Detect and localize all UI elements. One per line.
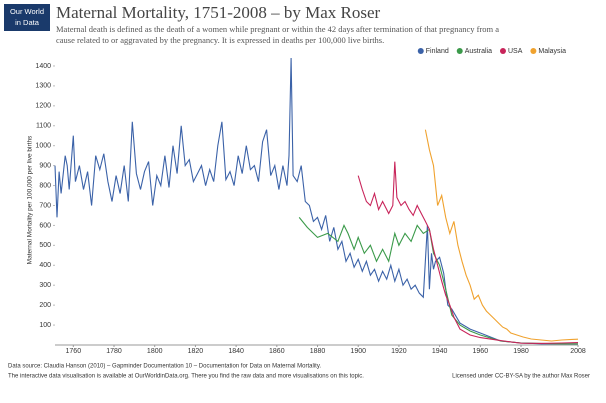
source: Data source: Claudia Hanson (2010) – Gap… <box>8 364 321 370</box>
x-tick-label: 1920 <box>391 348 407 355</box>
legend-swatch <box>456 48 463 54</box>
x-tick-label: 1780 <box>106 348 122 355</box>
y-tick-label: 1300 <box>35 83 51 90</box>
subtitle: Maternal death is defined as the death o… <box>56 24 499 34</box>
legend-swatch <box>499 48 506 54</box>
y-tick-label: 400 <box>39 262 51 269</box>
y-tick-label: 1200 <box>35 103 51 110</box>
x-tick-label: 1800 <box>147 348 163 355</box>
x-tick-label: 1960 <box>473 348 489 355</box>
x-tick-label: 1820 <box>188 348 204 355</box>
y-tick-label: 200 <box>39 302 51 309</box>
legend-swatch <box>530 48 537 54</box>
x-tick-label: 1840 <box>228 348 244 355</box>
y-tick-label: 1400 <box>35 63 51 70</box>
y-tick-label: 900 <box>39 162 51 169</box>
legend-label: USA <box>508 48 523 55</box>
y-axis-label: Maternal Mortality per 100,000 per live … <box>27 135 34 264</box>
series-line <box>357 161 579 344</box>
logo-text: in Data <box>15 18 40 27</box>
legend-label: Australia <box>465 48 492 55</box>
y-tick-label: 1000 <box>35 143 51 150</box>
x-tick-label: 1760 <box>66 348 82 355</box>
y-tick-label: 300 <box>39 282 51 289</box>
x-tick-label: 1900 <box>350 348 366 355</box>
series-line <box>298 217 578 345</box>
legend-label: Finland <box>426 48 449 55</box>
logo-text: Our World <box>10 7 44 16</box>
y-tick-label: 800 <box>39 182 51 189</box>
x-tick-label: 2008 <box>570 348 586 355</box>
y-tick-label: 500 <box>39 242 51 249</box>
note: The interactive data visualisation is av… <box>8 374 364 380</box>
series-line <box>424 129 579 342</box>
legend-swatch <box>417 48 424 54</box>
x-tick-label: 1940 <box>432 348 448 355</box>
x-tick-label: 1880 <box>310 348 326 355</box>
y-tick-label: 1100 <box>36 123 51 130</box>
logo-box <box>4 4 50 31</box>
y-tick-label: 700 <box>39 202 51 209</box>
x-tick-label: 1980 <box>513 348 529 355</box>
chart-title: Maternal Mortality, 1751-2008 – by Max R… <box>56 3 381 22</box>
x-tick-label: 1860 <box>269 348 285 355</box>
legend-label: Malaysia <box>538 48 566 55</box>
license: Licensed under CC-BY-SA by the author Ma… <box>452 374 590 380</box>
series-line <box>54 57 579 345</box>
subtitle: cause related to or aggravated by the pr… <box>56 35 384 45</box>
y-tick-label: 100 <box>39 322 51 329</box>
y-tick-label: 600 <box>39 222 51 229</box>
